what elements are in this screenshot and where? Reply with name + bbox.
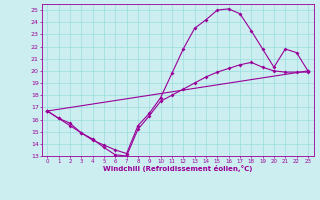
X-axis label: Windchill (Refroidissement éolien,°C): Windchill (Refroidissement éolien,°C) [103, 165, 252, 172]
